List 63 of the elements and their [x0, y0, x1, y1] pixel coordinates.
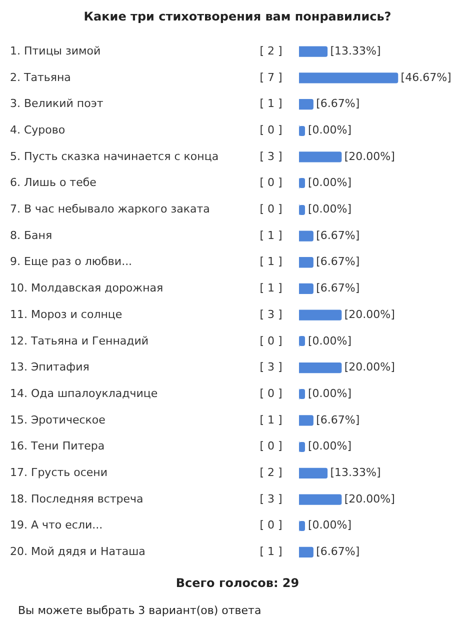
data-label: [6.67%] — [316, 282, 360, 295]
text: [ 2 ] — [260, 44, 282, 58]
text: [ 3 ] — [260, 360, 282, 374]
y-tick-label: 20. Мой дядя и Наташа — [10, 545, 146, 558]
data-label: [0.00%] — [308, 334, 352, 348]
data-label: [6.67%] — [316, 413, 360, 426]
text: [ 7 ] — [260, 70, 282, 84]
y-tick-label: 3. Великий поэт — [10, 97, 104, 110]
y-tick-label: 13. Эпитафия — [10, 360, 90, 374]
text: Вы можете выбрать 3 вариант(ов) ответа — [18, 604, 262, 617]
data-label: [20.00%] — [344, 150, 395, 163]
y-tick-label: 10. Молдавская дорожная — [10, 282, 164, 295]
data-label: [13.33%] — [330, 44, 381, 58]
y-tick-label: 18. Последняя встреча — [10, 492, 144, 506]
y-tick-label: 19. А что если... — [10, 518, 103, 532]
y-tick-label: 2. Татьяна — [10, 70, 71, 84]
data-label: [6.67%] — [316, 255, 360, 268]
y-tick-label: 4. Сурово — [10, 123, 66, 136]
text: [ 3 ] — [260, 308, 282, 321]
y-tick-label: 6. Лишь о тебе — [10, 176, 97, 190]
chart-title: Какие три стихотворения вам понравились? — [84, 9, 392, 24]
text: [ 0 ] — [260, 334, 282, 348]
y-tick-label: 8. Баня — [10, 228, 52, 242]
text: Всего голосов: 29 — [174, 576, 300, 590]
data-label: [20.00%] — [344, 492, 395, 506]
data-label: [46.67%] — [400, 70, 452, 84]
data-label: [0.00%] — [308, 386, 352, 400]
y-tick-label: 1. Птицы зимой — [10, 44, 101, 58]
y-tick-label: 14. Ода шпалоукладчице — [10, 386, 158, 400]
data-label: [6.67%] — [316, 228, 360, 242]
y-tick-label: 16. Тени Питера — [10, 440, 105, 453]
data-label: [0.00%] — [308, 518, 352, 532]
text: [ 2 ] — [260, 466, 282, 480]
y-tick-label: 15. Эротическое — [10, 413, 106, 426]
text: [ 3 ] — [260, 492, 282, 506]
text: [ 1 ] — [260, 282, 282, 295]
y-tick-label: 7. В час небывало жаркого заката — [10, 202, 210, 216]
data-label: [0.00%] — [308, 176, 352, 190]
y-tick-label: 9. Еще раз о любви... — [10, 255, 132, 268]
text: [ 3 ] — [260, 150, 282, 163]
data-label: [0.00%] — [308, 440, 352, 453]
text: [ 0 ] — [260, 518, 282, 532]
data-label: [0.00%] — [308, 202, 352, 216]
y-tick-label: 17. Грусть осени — [10, 466, 108, 480]
text: [ 0 ] — [260, 386, 282, 400]
text: [ 1 ] — [260, 97, 282, 110]
text: [ 0 ] — [260, 202, 282, 216]
text: [ 1 ] — [260, 255, 282, 268]
data-label: [20.00%] — [344, 360, 395, 374]
data-label: [20.00%] — [344, 308, 395, 321]
text: [ 1 ] — [260, 413, 282, 426]
text: [ 0 ] — [260, 123, 282, 136]
y-tick-label: 11. Мороз и солнце — [10, 308, 122, 321]
text: [ 1 ] — [260, 545, 282, 558]
text: [ 1 ] — [260, 228, 282, 242]
data-label: [13.33%] — [330, 466, 381, 480]
y-tick-label: 12. Татьяна и Геннадий — [10, 334, 149, 348]
data-label: [6.67%] — [316, 545, 360, 558]
data-label: [0.00%] — [308, 123, 352, 136]
text: [ 0 ] — [260, 176, 282, 190]
text: [ 0 ] — [260, 440, 282, 453]
data-label: [6.67%] — [316, 97, 360, 110]
y-tick-label: 5. Пусть сказка начинается с конца — [10, 150, 219, 163]
